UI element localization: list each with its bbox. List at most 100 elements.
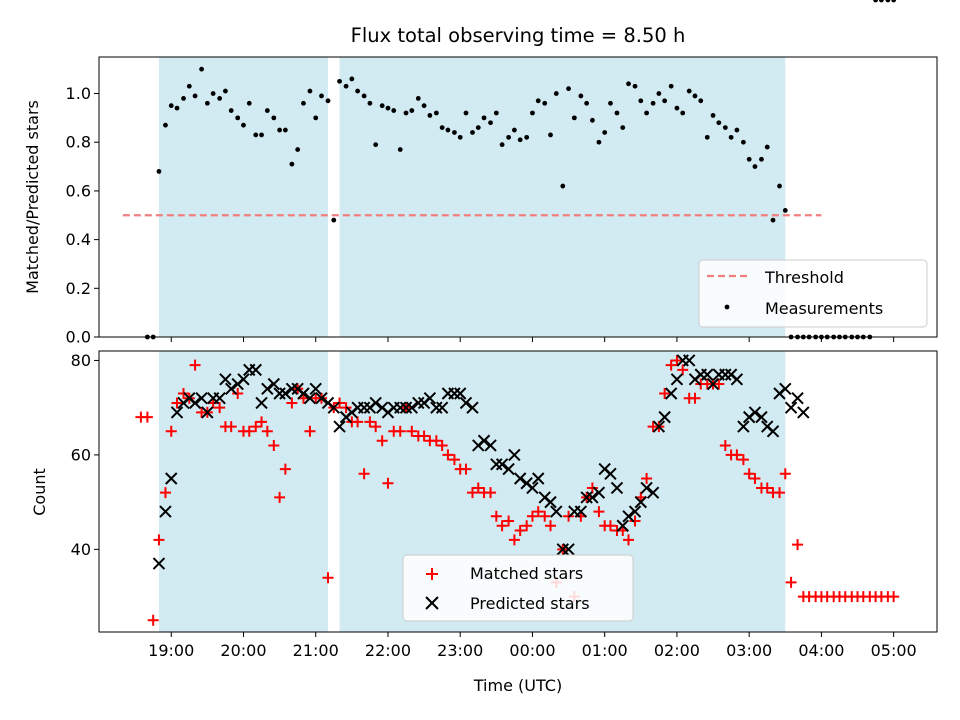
matched-star-point bbox=[256, 416, 268, 428]
matched-star-point bbox=[689, 392, 701, 404]
measurement-point bbox=[452, 130, 457, 135]
predicted-star-point bbox=[399, 401, 413, 414]
predicted-star-point bbox=[195, 392, 208, 405]
measurement-point bbox=[530, 110, 535, 116]
matched-star-point bbox=[274, 491, 286, 503]
matched-star-point bbox=[171, 397, 183, 409]
predicted-star-point bbox=[544, 495, 557, 509]
measurement-point bbox=[632, 83, 638, 89]
measurement-point bbox=[481, 115, 487, 121]
measurement-point bbox=[698, 98, 704, 104]
measurement-point bbox=[704, 134, 710, 140]
measurement-point bbox=[204, 100, 210, 106]
predicted-star-point bbox=[423, 392, 437, 405]
predicted-star-point bbox=[459, 396, 473, 410]
matched-star-point bbox=[586, 482, 598, 494]
measurement-point bbox=[391, 108, 397, 113]
predicted-star-point bbox=[273, 387, 286, 400]
measurement-point bbox=[686, 88, 692, 94]
measurement-point bbox=[680, 110, 686, 116]
measurement-point bbox=[470, 130, 475, 135]
predicted-star-point bbox=[466, 401, 479, 414]
measurement-point bbox=[499, 142, 505, 148]
y-tick-label: 0.0 bbox=[66, 328, 91, 347]
measurement-point bbox=[885, 0, 891, 3]
predicted-star-point bbox=[297, 387, 310, 400]
matched-star-point bbox=[376, 435, 388, 447]
measurement-point bbox=[626, 81, 631, 87]
matched-star-point bbox=[792, 539, 804, 551]
predicted-star-point bbox=[616, 519, 629, 532]
measurement-point bbox=[445, 127, 451, 133]
predicted-star-point bbox=[412, 396, 425, 410]
x-tick-label: 22:00 bbox=[365, 641, 411, 660]
y-tick-label: 60 bbox=[71, 445, 91, 464]
matched-star-point bbox=[677, 364, 689, 376]
matched-star-point bbox=[532, 506, 544, 518]
measurement-point bbox=[349, 76, 355, 82]
measurement-point bbox=[891, 0, 897, 3]
y-tick-label: 80 bbox=[71, 351, 91, 370]
predicted-star-point bbox=[188, 396, 202, 410]
x-tick-label: 19:00 bbox=[148, 641, 194, 660]
predicted-star-point bbox=[165, 472, 178, 485]
predicted-star-point bbox=[683, 354, 696, 367]
matched-star-point bbox=[761, 482, 773, 494]
predicted-star-point bbox=[755, 410, 768, 424]
predicted-star-point bbox=[285, 382, 299, 395]
measurement-point bbox=[662, 98, 668, 104]
measurement-point bbox=[566, 86, 571, 92]
predicted-star-point bbox=[719, 368, 732, 381]
matched-star-point bbox=[888, 591, 900, 603]
measurement-point bbox=[361, 93, 367, 99]
measurement-point bbox=[638, 98, 644, 104]
matched-star-point bbox=[147, 614, 159, 626]
measurement-point bbox=[614, 110, 620, 116]
measurement-point bbox=[710, 113, 716, 118]
predicted-star-point bbox=[219, 373, 232, 386]
measurement-point bbox=[620, 125, 626, 131]
predicted-star-point bbox=[701, 368, 714, 381]
matched-star-point bbox=[629, 515, 641, 527]
measurement-point bbox=[337, 78, 342, 84]
measurement-point bbox=[734, 127, 740, 133]
predicted-star-point bbox=[622, 510, 635, 523]
predicted-star-point bbox=[224, 382, 238, 395]
matched-star-point bbox=[774, 487, 786, 499]
matched-star-point bbox=[406, 425, 418, 437]
matched-star-point bbox=[214, 402, 226, 414]
measurement-point bbox=[343, 83, 349, 89]
measurement-point bbox=[192, 93, 198, 99]
matched-legend-swatch bbox=[426, 568, 438, 580]
matched-star-point bbox=[737, 454, 749, 466]
measurement-point bbox=[608, 100, 613, 106]
matched-star-point bbox=[418, 430, 430, 442]
matched-star-point bbox=[731, 449, 743, 461]
predicted-star-point bbox=[658, 410, 671, 424]
matched-star-point bbox=[593, 506, 605, 518]
matched-star-point bbox=[503, 515, 515, 527]
matched-star-point bbox=[671, 354, 683, 366]
legend-threshold-label: Threshold bbox=[764, 268, 844, 287]
x-axis: 19:00 20:00 21:00 22:00 23:00 00:00 01:00 02:00… bbox=[148, 337, 917, 660]
measurement-point bbox=[475, 125, 481, 131]
measurement-point bbox=[210, 91, 216, 96]
predicted-star-point bbox=[453, 387, 467, 400]
measurement-point bbox=[427, 113, 433, 118]
measurement-point bbox=[674, 105, 680, 111]
measurement-point bbox=[542, 100, 548, 106]
measurement-point bbox=[385, 105, 391, 111]
matched-star-point bbox=[232, 388, 244, 400]
predicted-star-point bbox=[797, 406, 810, 419]
predicted-star-point bbox=[779, 382, 792, 395]
measurement-point bbox=[289, 161, 295, 167]
measurement-point bbox=[421, 103, 427, 109]
measurement-point bbox=[174, 105, 180, 111]
measurement-point bbox=[770, 217, 776, 223]
predicted-star-point bbox=[477, 434, 491, 447]
matched-star-point bbox=[358, 468, 370, 480]
measurement-point bbox=[282, 127, 288, 133]
measurement-point bbox=[373, 142, 379, 148]
matched-star-point bbox=[490, 510, 502, 522]
matched-star-point bbox=[304, 425, 316, 437]
